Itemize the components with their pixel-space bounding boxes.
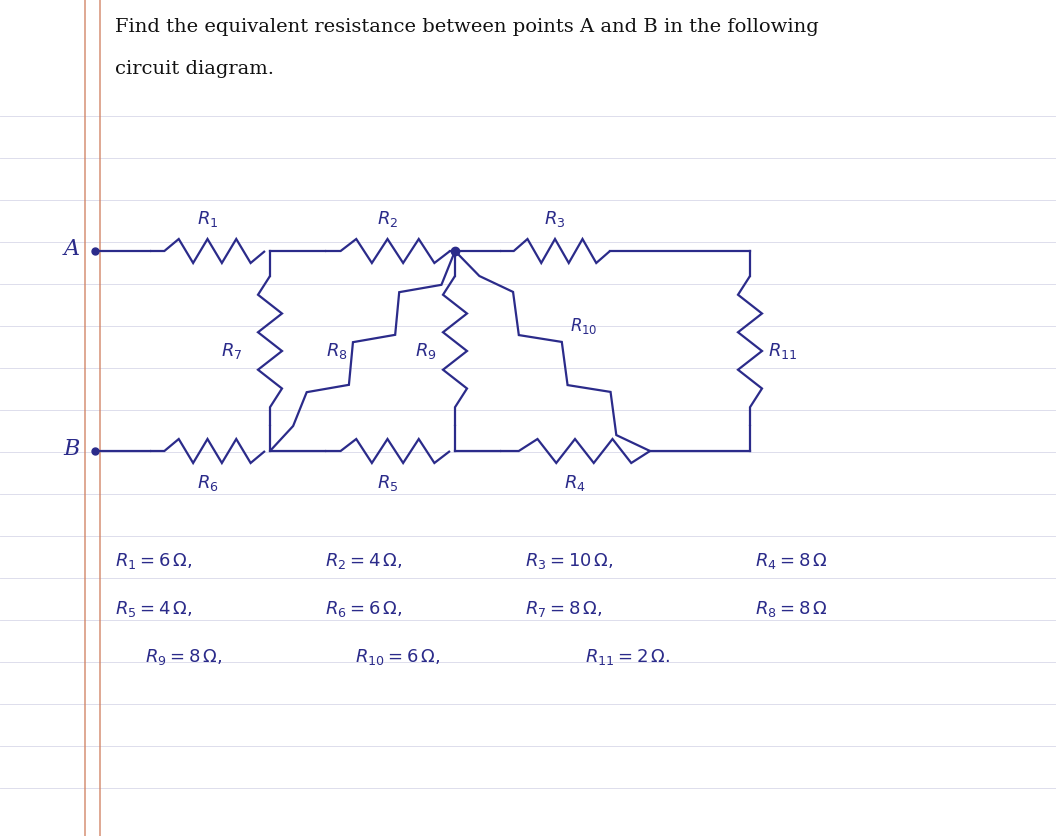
Text: $R_7$: $R_7$	[221, 341, 242, 361]
Text: $R_{10} = 6\,\Omega,$: $R_{10} = 6\,\Omega,$	[355, 647, 440, 667]
Text: $R_{11} = 2\,\Omega.$: $R_{11} = 2\,\Omega.$	[585, 647, 670, 667]
Text: Find the equivalent resistance between points A and B in the following: Find the equivalent resistance between p…	[115, 18, 818, 36]
Text: $R_{10}$: $R_{10}$	[570, 316, 598, 336]
Text: $R_7 = 8\,\Omega,$: $R_7 = 8\,\Omega,$	[525, 599, 602, 619]
Text: $R_{11}$: $R_{11}$	[768, 341, 797, 361]
Text: $R_8$: $R_8$	[326, 341, 347, 361]
Text: $R_6$: $R_6$	[196, 473, 219, 493]
Text: $R_4 = 8\,\Omega$: $R_4 = 8\,\Omega$	[755, 551, 828, 571]
Text: $R_6 = 6\,\Omega,$: $R_6 = 6\,\Omega,$	[325, 599, 402, 619]
Text: $R_2 = 4\,\Omega,$: $R_2 = 4\,\Omega,$	[325, 551, 402, 571]
Text: $R_2$: $R_2$	[377, 209, 398, 229]
Text: $R_4$: $R_4$	[564, 473, 586, 493]
Text: $R_9 = 8\,\Omega,$: $R_9 = 8\,\Omega,$	[145, 647, 222, 667]
Text: A: A	[63, 238, 80, 260]
Text: B: B	[63, 438, 80, 460]
Text: $R_1$: $R_1$	[196, 209, 219, 229]
Text: $R_3 = 10\,\Omega,$: $R_3 = 10\,\Omega,$	[525, 551, 614, 571]
Text: $R_3$: $R_3$	[544, 209, 566, 229]
Text: $R_9$: $R_9$	[415, 341, 437, 361]
Text: $R_5 = 4\,\Omega,$: $R_5 = 4\,\Omega,$	[115, 599, 192, 619]
Text: $R_5$: $R_5$	[377, 473, 398, 493]
Text: circuit diagram.: circuit diagram.	[115, 60, 274, 78]
Text: $R_1 = 6\,\Omega,$: $R_1 = 6\,\Omega,$	[115, 551, 192, 571]
Text: $R_8 = 8\,\Omega$: $R_8 = 8\,\Omega$	[755, 599, 828, 619]
